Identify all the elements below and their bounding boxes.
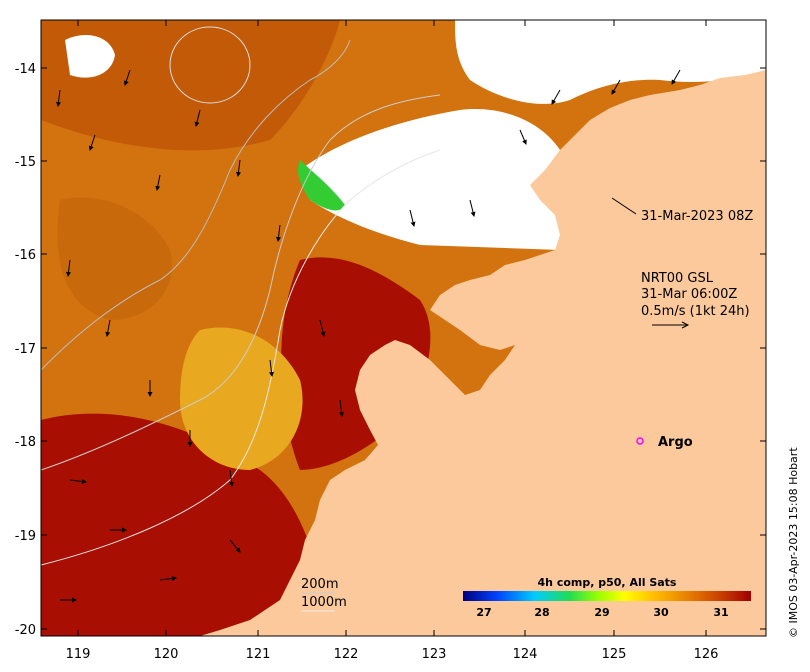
current-vector [159,576,177,581]
x-tick-label: 123 [422,647,447,662]
current-vector [123,69,131,86]
y-axis: -14 -15 -16 -17 -18 -19 -20 [15,62,766,638]
timestamp-label: 31-Mar-2023 08Z [641,209,753,224]
credit-text: © IMOS 03-Apr-2023 15:08 Hobart [787,447,800,638]
colorbar-tick-label: 30 [653,606,669,619]
colorbar-title: 4h comp, p50, All Sats [538,576,677,589]
contour-shelf [41,39,351,371]
cloud-cover-northeast [455,20,766,104]
y-tick-label: -19 [15,529,36,544]
y-tick-label: -17 [15,342,36,357]
current-vector [339,399,344,417]
current-vector [155,174,161,191]
plot-frame [40,19,767,637]
current-vector [276,224,281,242]
x-tick-label: 121 [246,647,271,662]
current-vector [105,319,111,337]
current-vector [229,469,234,487]
current-vector [611,79,621,95]
scale-arrow-label: 0.5m/s (1kt 24h) [641,304,750,319]
colorbar-tick-label: 31 [713,606,728,619]
current-vector [269,359,274,377]
land-mass [200,70,766,636]
argo-float-marker [636,437,644,445]
x-tick-label: 124 [513,647,538,662]
x-axis: 119 120 121 122 123 124 125 126 [66,20,719,662]
current-vector [56,89,61,107]
current-vector [88,134,96,151]
x-tick-label: 126 [694,647,719,662]
cloud-cover-central [300,109,572,251]
y-tick-label: -15 [15,155,36,170]
x-tick-label: 119 [66,647,91,662]
x-tick-label: 120 [154,647,179,662]
current-model-label: NRT00 GSL [641,271,714,286]
x-tick-label: 122 [334,647,359,662]
contour-label-200m: 200m [301,577,338,592]
contour-1000m [41,149,441,566]
scale-arrow [652,321,690,329]
contour-label-1000m: 1000m [301,595,347,610]
current-vector [319,319,326,337]
current-vector [69,479,87,484]
current-vector [551,89,561,105]
y-tick-label: -14 [15,62,36,77]
colorbar-ramp [463,591,751,601]
timestamp-pointer [611,197,637,215]
current-vectors [56,69,681,603]
current-vector [66,259,71,277]
argo-label: Argo [658,435,693,450]
hot-water-south [41,413,330,636]
current-vector [229,539,241,553]
x-tick-label: 125 [602,647,627,662]
cloud-patch-nw [65,35,115,78]
current-vector [671,69,681,85]
current-time-label: 31-Mar 06:00Z [641,287,737,302]
map-plot-area [41,20,766,636]
colorbar-tick-label: 27 [476,606,491,619]
current-vector [469,199,476,217]
current-vector [519,129,527,145]
colorbar-tick-label: 28 [534,606,549,619]
current-vector [409,209,416,227]
contour-seamount [169,26,251,104]
y-tick-label: -18 [15,435,36,450]
colorbar-tick-label: 29 [594,606,609,619]
y-tick-label: -20 [15,623,36,638]
contour-200m [41,94,441,471]
y-tick-label: -16 [15,248,36,263]
colorbar: 4h comp, p50, All Sats 27 28 29 30 31 [463,576,751,619]
warm-patch-mid [180,327,303,470]
current-vector [194,109,201,127]
current-vector [236,159,241,177]
